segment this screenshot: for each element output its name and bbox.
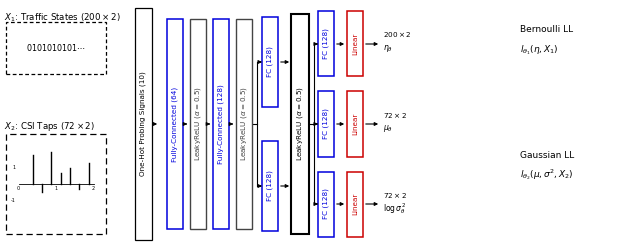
Text: 1: 1 bbox=[12, 165, 15, 170]
Bar bbox=[167, 19, 183, 229]
Text: 2: 2 bbox=[92, 186, 95, 191]
Bar bbox=[318, 171, 334, 236]
Bar bbox=[134, 8, 152, 240]
Bar bbox=[347, 171, 363, 236]
Text: LeakyReLU ($\alpha = 0.5$): LeakyReLU ($\alpha = 0.5$) bbox=[193, 87, 203, 161]
Text: FC (128): FC (128) bbox=[267, 171, 273, 202]
Text: Gaussian LL: Gaussian LL bbox=[520, 150, 574, 160]
Text: Linear: Linear bbox=[352, 113, 358, 135]
Text: $X_1$: Traffic States $(200 \times 2)$: $X_1$: Traffic States $(200 \times 2)$ bbox=[4, 12, 120, 24]
Bar bbox=[262, 17, 278, 107]
Text: FC (128): FC (128) bbox=[323, 109, 329, 140]
Text: LeakyReLU ($\alpha = 0.5$): LeakyReLU ($\alpha = 0.5$) bbox=[239, 87, 249, 161]
Bar bbox=[6, 134, 106, 234]
Text: -1: -1 bbox=[11, 198, 15, 203]
Text: FC (128): FC (128) bbox=[267, 47, 273, 78]
Text: Fully-Connected (128): Fully-Connected (128) bbox=[218, 84, 224, 164]
Text: $\mu_\theta$: $\mu_\theta$ bbox=[383, 124, 393, 135]
Text: $72 \times 2$: $72 \times 2$ bbox=[383, 110, 407, 120]
Bar bbox=[347, 12, 363, 77]
Bar bbox=[318, 12, 334, 77]
Bar bbox=[318, 91, 334, 157]
Text: FC (128): FC (128) bbox=[323, 188, 329, 219]
Bar bbox=[190, 19, 206, 229]
Text: $X_2$: CSI Taps $(72 \times 2)$: $X_2$: CSI Taps $(72 \times 2)$ bbox=[4, 120, 95, 133]
Text: 0: 0 bbox=[17, 186, 20, 191]
Text: $0101010101\cdots$: $0101010101\cdots$ bbox=[26, 42, 86, 54]
Bar bbox=[262, 141, 278, 231]
Text: $l_{\theta_1}(\eta, X_1)$: $l_{\theta_1}(\eta, X_1)$ bbox=[520, 43, 559, 57]
Text: $72 \times 2$: $72 \times 2$ bbox=[383, 190, 407, 200]
Text: Linear: Linear bbox=[352, 33, 358, 55]
Bar bbox=[236, 19, 252, 229]
Text: One-Hot Probing Signals (10): One-Hot Probing Signals (10) bbox=[140, 72, 147, 176]
Text: Linear: Linear bbox=[352, 193, 358, 215]
Text: Fully-Connected (64): Fully-Connected (64) bbox=[172, 86, 179, 162]
Text: FC (128): FC (128) bbox=[323, 29, 329, 60]
Text: $\eta_\theta$: $\eta_\theta$ bbox=[383, 43, 393, 55]
Text: 1: 1 bbox=[54, 186, 58, 191]
Text: $200 \times 2$: $200 \times 2$ bbox=[383, 30, 412, 40]
Text: $l_{\theta_2}(\mu, \sigma^2, X_2)$: $l_{\theta_2}(\mu, \sigma^2, X_2)$ bbox=[520, 167, 573, 183]
Text: LeakyReLU ($\alpha = 0.5$): LeakyReLU ($\alpha = 0.5$) bbox=[295, 87, 305, 161]
Bar bbox=[6, 22, 106, 74]
Bar bbox=[291, 14, 309, 234]
Text: Bernoulli LL: Bernoulli LL bbox=[520, 25, 573, 35]
Bar bbox=[347, 91, 363, 157]
Text: $\log \sigma^2_\theta$: $\log \sigma^2_\theta$ bbox=[383, 202, 406, 216]
Bar bbox=[213, 19, 229, 229]
